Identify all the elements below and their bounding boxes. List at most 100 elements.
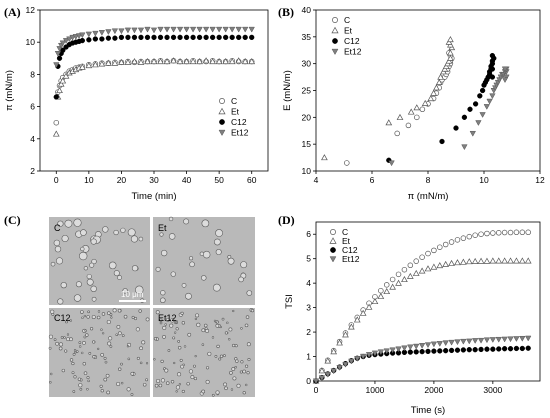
- cell-droplet: [169, 323, 174, 328]
- cell-droplet: [192, 364, 196, 368]
- data-point-et: [430, 263, 438, 270]
- cell-droplet: [240, 261, 248, 269]
- cell-droplet: [201, 219, 210, 228]
- y-tick-label: 20: [302, 112, 312, 122]
- cell-droplet: [202, 250, 211, 259]
- data-point-c12: [472, 347, 478, 353]
- cell-droplet: [106, 390, 110, 395]
- cell-droplet: [110, 316, 113, 319]
- y-tick-label: 30: [302, 59, 312, 69]
- data-point-et12: [324, 371, 331, 378]
- data-point-c12: [453, 125, 459, 131]
- series-c12: [313, 345, 531, 384]
- data-point-c12: [249, 34, 255, 41]
- cell-droplet: [190, 375, 195, 379]
- legend-marker-et12: [331, 48, 339, 56]
- cell-droplet: [120, 227, 126, 233]
- cell-droplet: [246, 371, 250, 375]
- legend-label-et: Et: [344, 26, 353, 36]
- cell-droplet: [50, 309, 55, 314]
- cell-droplet: [117, 275, 122, 280]
- cell-droplet: [91, 258, 97, 265]
- cell-droplet: [231, 367, 236, 371]
- data-point-et12: [383, 348, 390, 355]
- cell-droplet: [106, 319, 111, 325]
- cell-droplet: [141, 340, 146, 345]
- legend-marker-c: [330, 229, 336, 235]
- data-point-et: [202, 57, 210, 64]
- cell-droplet: [112, 308, 117, 313]
- data-point-et: [377, 292, 385, 299]
- data-point-et12: [483, 337, 491, 344]
- y-tick-label: 35: [302, 32, 312, 42]
- data-point-et: [383, 287, 391, 295]
- y-tick-label: 10: [26, 37, 36, 47]
- cell-droplet: [181, 283, 187, 288]
- panel-label-b: (B): [278, 5, 294, 19]
- data-point-c: [513, 229, 520, 236]
- cell-droplet: [78, 345, 82, 348]
- data-point-c12: [183, 34, 190, 41]
- data-point-et: [454, 259, 461, 266]
- data-point-c: [378, 287, 384, 294]
- y-tick-label: 4: [30, 134, 35, 144]
- cell-droplet: [164, 323, 167, 326]
- data-point-et12: [59, 40, 66, 47]
- x-tick-label: 50: [214, 175, 224, 185]
- cell-droplet: [65, 320, 68, 324]
- data-point-c12: [99, 36, 105, 42]
- cell-droplet: [121, 334, 125, 337]
- y-tick-label: 25: [302, 86, 312, 96]
- cell-droplet: [55, 341, 59, 346]
- y-tick-label: 2: [30, 166, 35, 176]
- data-point-et12: [163, 26, 171, 33]
- data-point-et12: [388, 160, 395, 167]
- data-point-et12: [183, 26, 190, 33]
- cell-droplet: [201, 389, 206, 394]
- cell-droplet: [78, 383, 83, 388]
- cell-droplet: [181, 389, 185, 393]
- data-point-et: [321, 154, 328, 161]
- cell-droplet: [161, 249, 168, 257]
- cell-droplet: [74, 351, 77, 354]
- cell-droplet: [82, 341, 86, 345]
- cell-droplet: [227, 257, 235, 265]
- cell-droplet: [232, 309, 235, 313]
- cell-droplet: [224, 331, 228, 335]
- data-point-c12: [170, 34, 177, 41]
- cell-droplet: [64, 349, 68, 353]
- panel-label-c: (C): [4, 213, 21, 227]
- legend-label-c: C: [342, 227, 348, 237]
- data-point-et12: [342, 361, 349, 368]
- legend-label-et12: Et12: [342, 254, 360, 264]
- cell-droplet: [178, 383, 181, 386]
- cell-droplet: [216, 344, 220, 349]
- cell-droplet: [126, 387, 131, 392]
- cell-droplet: [63, 336, 66, 339]
- data-point-et: [248, 58, 256, 65]
- data-point-et12: [131, 27, 138, 34]
- cell-droplet: [160, 378, 166, 383]
- cell-droplet: [174, 321, 178, 324]
- x-tick-label: 1000: [365, 385, 384, 395]
- cell-droplet: [126, 345, 130, 348]
- cell-droplet: [92, 355, 96, 359]
- data-point-et: [105, 59, 112, 66]
- cell-droplet: [102, 226, 109, 233]
- data-point-et: [448, 259, 455, 266]
- cell-droplet: [97, 347, 100, 350]
- cell-droplet: [224, 386, 228, 391]
- cell-droplet: [89, 262, 95, 268]
- cell-droplet: [86, 388, 89, 391]
- data-point-et12: [79, 32, 86, 39]
- data-point-c12: [112, 35, 118, 41]
- data-point-c: [389, 276, 396, 283]
- series-c12: [386, 52, 497, 163]
- legend-label-c12: C12: [342, 245, 358, 255]
- data-point-et12: [519, 335, 526, 342]
- data-point-et: [424, 265, 432, 272]
- cell-droplet: [83, 266, 88, 271]
- data-point-et: [157, 58, 164, 65]
- cell-droplet: [87, 379, 90, 383]
- cell-droplet: [232, 343, 236, 348]
